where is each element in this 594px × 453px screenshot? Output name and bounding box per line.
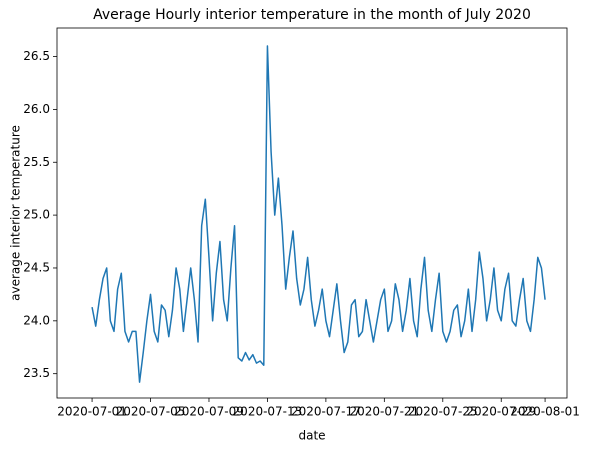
y-axis-label: average interior temperature (9, 125, 23, 301)
x-axis-label: date (298, 429, 325, 443)
x-tick-label: 2020-08-01 (510, 405, 580, 419)
y-tick-label: 26.0 (23, 102, 50, 116)
y-tick-label: 24.0 (23, 313, 50, 327)
axes-frame (56, 27, 568, 399)
x-tick-label: 2020-07-05 (116, 405, 186, 419)
chart-title: Average Hourly interior temperature in t… (93, 7, 531, 23)
x-tick-label: 2020-07-13 (233, 405, 303, 419)
x-tick-label: 2020-07-09 (174, 405, 244, 419)
y-tick-label: 24.5 (23, 260, 50, 274)
x-tick-label: 2020-07-17 (291, 405, 361, 419)
y-tick-label: 26.5 (23, 49, 50, 63)
x-tick-label: 2020-07-29 (466, 405, 536, 419)
data-line (91, 45, 546, 383)
x-tick-label: 2020-07-21 (349, 405, 419, 419)
y-tick-label: 25.0 (23, 208, 50, 222)
x-tick-label: 2020-07-01 (57, 405, 127, 419)
x-tick-label: 2020-07-25 (408, 405, 478, 419)
y-tick-label: 25.5 (23, 155, 50, 169)
y-tick-label: 23.5 (23, 366, 50, 380)
